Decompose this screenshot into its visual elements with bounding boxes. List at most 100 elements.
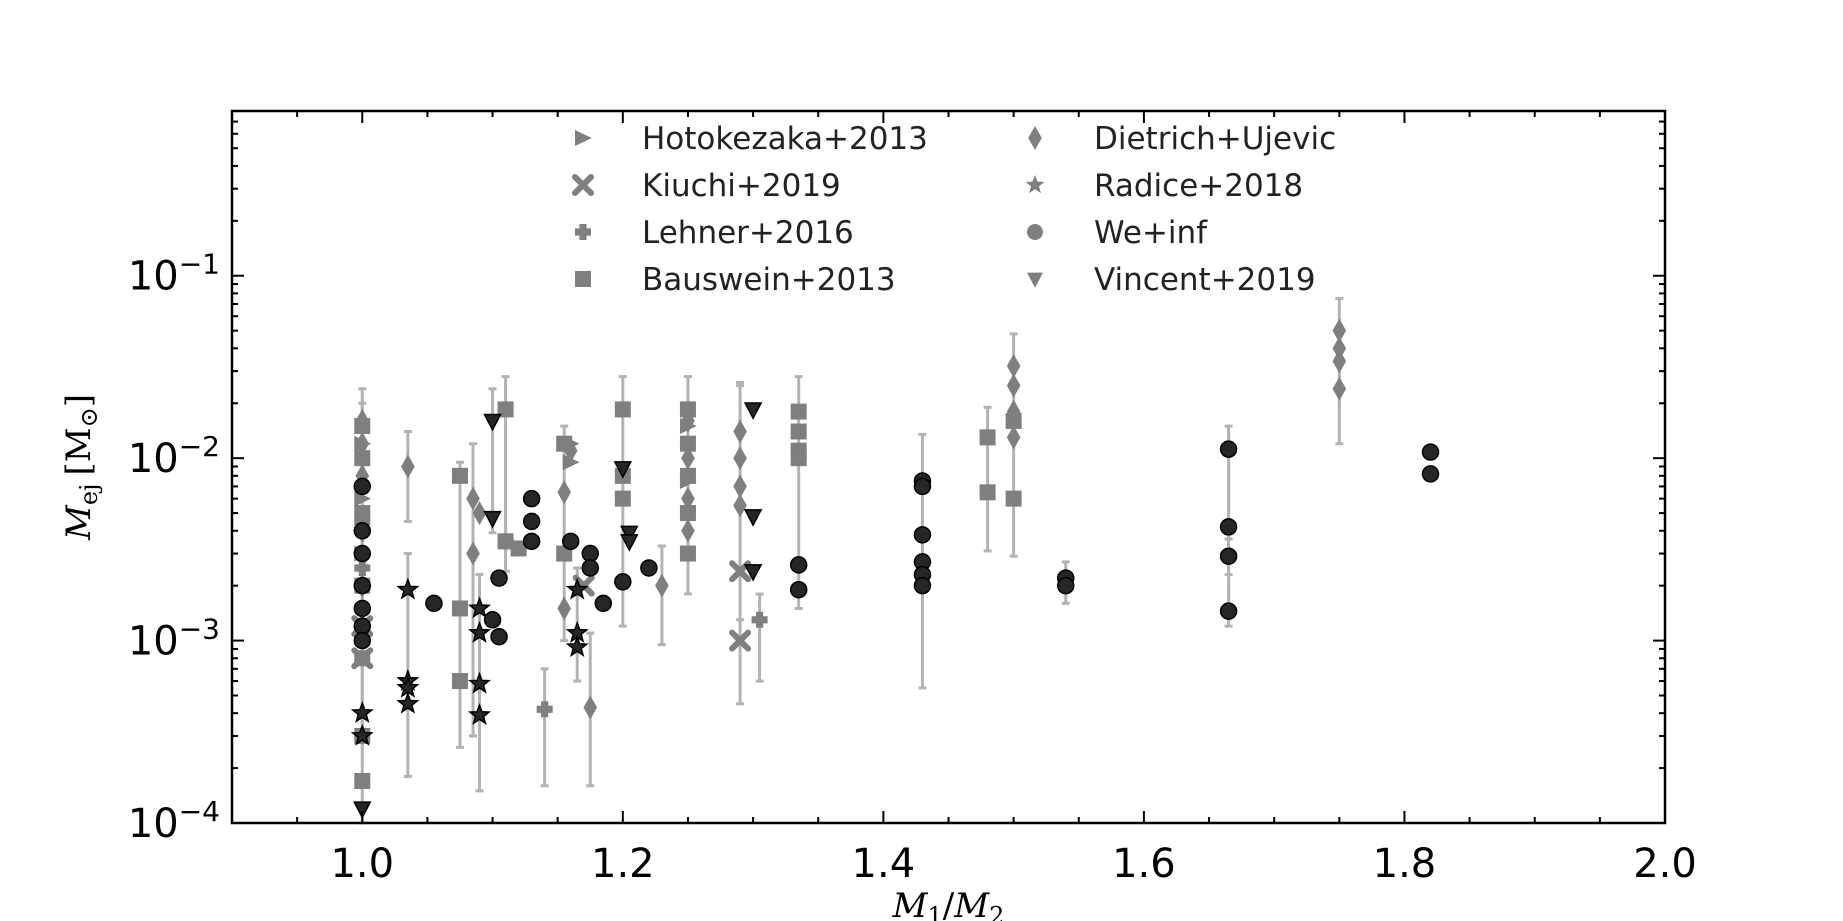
point-we-inf	[789, 580, 808, 599]
point-dietrich-ujevic	[583, 695, 598, 720]
point-we-inf	[581, 559, 599, 577]
point-bauswein-2013	[354, 772, 371, 789]
point-we-inf	[353, 576, 372, 595]
x-tick-label: 1.0	[330, 841, 394, 887]
point-dietrich-ujevic	[1332, 349, 1347, 374]
point-bauswein-2013	[1005, 490, 1022, 507]
y-tick-labels: 10−4 10−3 10−2 10−1	[128, 248, 220, 847]
legend-label: We+inf	[1094, 215, 1208, 251]
point-we-inf	[640, 559, 658, 577]
x-tick-label: 1.2	[591, 841, 655, 887]
legend-marker	[1025, 175, 1045, 194]
point-radice-2018	[467, 671, 492, 694]
point-we-inf	[1219, 440, 1238, 458]
point-lehner-2016	[751, 611, 768, 628]
point-we-inf	[1219, 602, 1238, 620]
point-vincent-2019	[613, 461, 633, 479]
point-we-inf	[490, 569, 508, 587]
point-dietrich-ujevic	[557, 480, 571, 505]
legend-item: Kiuchi+2019	[572, 168, 841, 204]
point-bauswein-2013	[614, 401, 631, 418]
point-bauswein-2013	[679, 545, 696, 562]
y-tick-label: 10−2	[128, 430, 220, 482]
point-vincent-2019	[620, 525, 639, 544]
point-vincent-2019	[353, 801, 372, 819]
legend-item: Radice+2018	[1025, 168, 1303, 204]
point-we-inf	[353, 522, 372, 540]
plot-area-frame	[230, 109, 1667, 825]
legend-marker	[1027, 224, 1043, 240]
point-we-inf	[353, 599, 372, 618]
point-dietrich-ujevic	[466, 486, 480, 511]
legend-item: Bauswein+2013	[575, 262, 896, 298]
legend-label: Lehner+2016	[642, 215, 854, 251]
point-radice-2018	[467, 703, 492, 726]
errorbars-layer	[358, 297, 1344, 825]
point-radice-2018	[565, 577, 589, 600]
point-bauswein-2013	[451, 600, 468, 617]
legend-marker	[1027, 272, 1043, 288]
point-radice-2018	[350, 723, 374, 746]
point-dietrich-ujevic	[681, 408, 695, 433]
legend-marker	[575, 271, 591, 287]
point-dietrich-ujevic	[733, 419, 747, 444]
point-bauswein-2013	[354, 650, 371, 667]
point-dietrich-ujevic	[681, 486, 695, 511]
point-we-inf	[425, 594, 443, 613]
point-we-inf	[522, 532, 541, 551]
legend-marker	[575, 224, 591, 240]
point-dietrich-ujevic	[1332, 318, 1347, 343]
point-dietrich-ujevic	[681, 518, 695, 543]
x-tick-label: 2.0	[1633, 841, 1697, 887]
point-bauswein-2013	[679, 467, 696, 484]
point-vincent-2019	[743, 402, 763, 420]
legend-item: We+inf	[1027, 215, 1208, 251]
y-axis-label: Mej[M⊙]	[59, 394, 103, 541]
x-tick-label: 1.6	[1112, 841, 1176, 887]
point-we-inf	[1056, 576, 1075, 595]
markers-layer	[350, 318, 1440, 819]
point-we-inf	[483, 611, 502, 629]
point-radice-2018	[396, 577, 420, 600]
legend-marker	[575, 130, 592, 146]
point-bauswein-2013	[790, 423, 807, 440]
point-we-inf	[913, 477, 932, 496]
point-we-inf	[1421, 443, 1440, 461]
point-we-inf	[1219, 518, 1238, 536]
point-bauswein-2013	[979, 429, 996, 446]
point-dietrich-ujevic	[1332, 376, 1347, 401]
point-hotokezaka-2013	[354, 490, 372, 507]
point-bauswein-2013	[790, 403, 807, 420]
point-we-inf	[789, 556, 808, 574]
point-we-inf	[581, 544, 599, 563]
point-we-inf	[594, 594, 613, 613]
legend-item: Lehner+2016	[575, 215, 854, 251]
point-bauswein-2013	[614, 490, 631, 507]
point-we-inf	[522, 489, 541, 508]
point-we-inf	[353, 617, 372, 635]
point-we-inf	[1421, 465, 1440, 483]
point-radice-2018	[565, 635, 589, 658]
point-bauswein-2013	[497, 533, 514, 550]
point-we-inf	[353, 631, 372, 650]
point-radice-2018	[467, 596, 492, 619]
point-bauswein-2013	[790, 450, 807, 467]
legend-marker	[572, 174, 594, 196]
legend-label: Dietrich+Ujevic	[1094, 121, 1336, 157]
legend-item: Vincent+2019	[1027, 262, 1316, 298]
x-tick-label: 1.8	[1373, 841, 1437, 887]
point-radice-2018	[350, 701, 374, 723]
point-we-inf	[913, 576, 932, 595]
point-we-inf	[913, 526, 932, 544]
legend-item: Hotokezaka+2013	[575, 121, 928, 157]
point-dietrich-ujevic	[557, 596, 571, 621]
point-dietrich-ujevic	[733, 446, 747, 471]
y-tick-label: 10−1	[128, 248, 220, 300]
legend-marker	[1028, 126, 1042, 150]
point-dietrich-ujevic	[681, 446, 695, 471]
point-vincent-2019	[743, 564, 763, 582]
point-lehner-2016	[536, 701, 553, 718]
legend-label: Kiuchi+2019	[642, 168, 841, 204]
point-dietrich-ujevic	[1006, 354, 1021, 379]
